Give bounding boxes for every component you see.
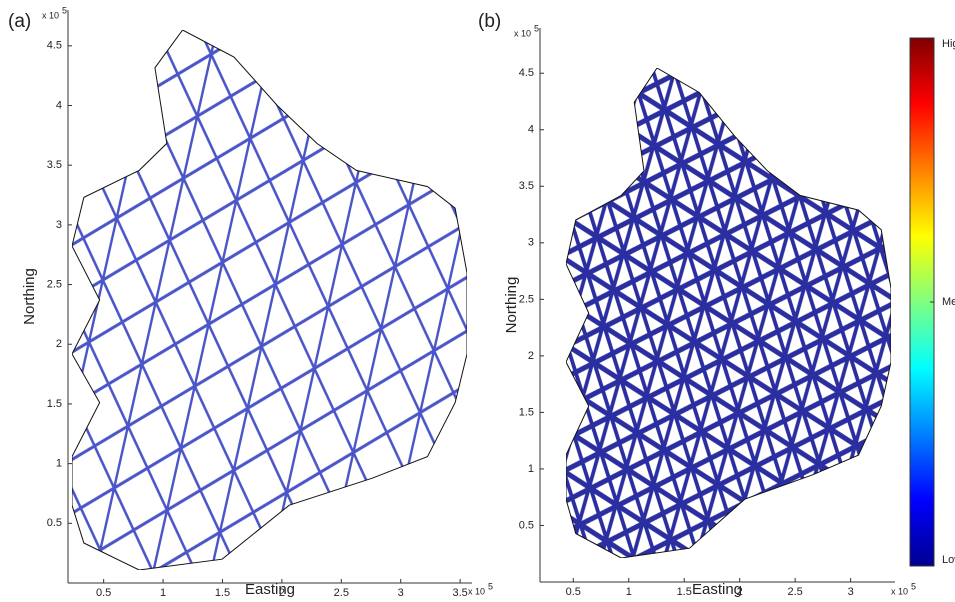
coastline [566, 68, 891, 558]
colorbar-label: Low [942, 554, 955, 566]
axis-multiplier: x 10 [514, 28, 531, 38]
panel-b: 0.5 1 1.5 2 2.5 3 0.5 1 1.5 2 2.5 3 3.5 4 4.5 (b) Eastin… [478, 11, 955, 598]
y-tick-label: 4.5 [47, 40, 62, 52]
x-tick-label: 1 [160, 587, 166, 597]
y-tick-label: 0.5 [47, 517, 62, 529]
axis-multiplier-power: 5 [488, 581, 493, 591]
x-tick-label: 2.5 [334, 587, 349, 597]
y-tick-label: 3 [56, 219, 62, 231]
network [72, 30, 467, 570]
x-axis-label: Easting [692, 581, 742, 597]
axis-multiplier: x 10 [891, 586, 908, 596]
x-tick-label: 2 [279, 587, 285, 597]
x-tick-label: 3.5 [452, 587, 467, 597]
x-tick-label: 2 [737, 586, 743, 597]
x-tick-label: 1 [626, 586, 632, 597]
y-tick-label: 4.5 [519, 67, 534, 79]
axis-multiplier-power: 5 [62, 5, 67, 15]
axis-multiplier: x 10 [42, 10, 59, 20]
y-tick-label: 2 [528, 350, 534, 362]
axis-multiplier: x 10 [468, 586, 485, 596]
y-tick-label: 1 [56, 458, 62, 470]
x-tick-label: 3 [398, 587, 404, 597]
y-tick-label: 1 [528, 463, 534, 475]
y-axis-label: Northing [21, 268, 38, 325]
map-area [566, 68, 891, 558]
x-axis-label: Easting [245, 581, 295, 597]
y-tick-label: 2.5 [519, 293, 534, 305]
x-tick-label: 1.5 [215, 587, 230, 597]
y-tick-label: 3 [528, 237, 534, 249]
axis-multiplier-power: 5 [534, 23, 539, 33]
y-tick-label: 2.5 [47, 278, 62, 290]
y-axis-label: Northing [503, 277, 520, 334]
x-tick-label: 0.5 [96, 587, 111, 597]
colorbar-label: High [942, 38, 955, 50]
x-tick-label: 2.5 [788, 586, 803, 597]
y-tick-label: 3.5 [519, 180, 534, 192]
x-tick-label: 3 [848, 586, 854, 597]
y-tick-label: 1.5 [47, 398, 62, 410]
y-tick-label: 4 [528, 124, 534, 136]
coastline [72, 30, 467, 570]
network [566, 68, 891, 558]
y-tick-label: 0.5 [519, 519, 534, 531]
x-tick-label: 0.5 [566, 586, 581, 597]
panel-label: (b) [478, 11, 501, 32]
y-tick-label: 3.5 [47, 159, 62, 171]
panel-label: (a) [8, 11, 31, 32]
x-tick-label: 1.5 [677, 586, 692, 597]
axis-multiplier-power: 5 [911, 581, 916, 591]
y-tick-label: 4 [56, 99, 62, 111]
panel-a: 0.5 1 1.5 2 2.5 3 3.5 0.5 1 1.5 2 2.5 3 3.5 4 4.5 (a) Eas… [8, 5, 493, 599]
y-tick-label: 2 [56, 338, 62, 350]
map-area [72, 30, 467, 570]
y-tick-label: 1.5 [519, 406, 534, 418]
colorbar-label: Med [942, 296, 955, 308]
